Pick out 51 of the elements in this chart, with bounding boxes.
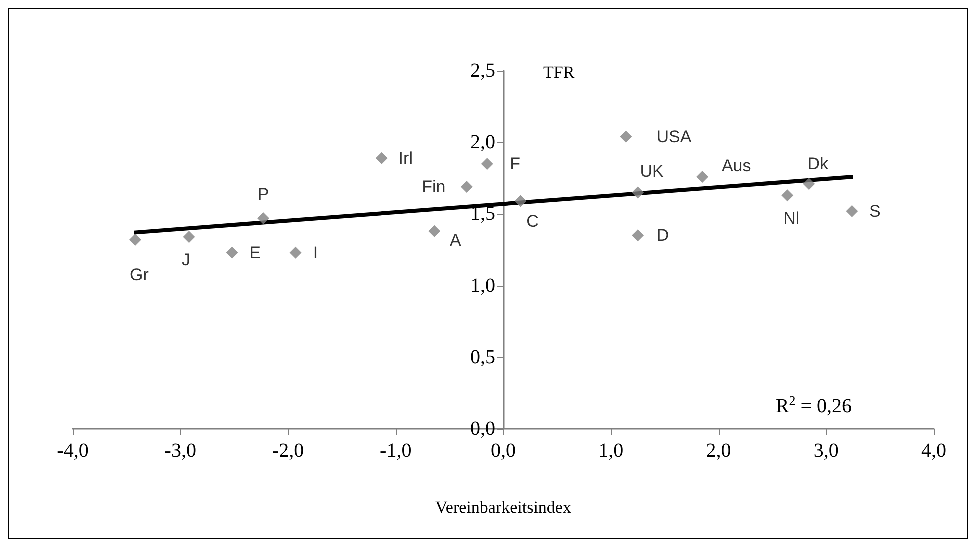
- point: [514, 195, 527, 208]
- y-tick-label: 0,0: [470, 418, 496, 440]
- annotation: UK: [640, 162, 664, 182]
- annotation: Nl: [784, 209, 800, 228]
- annotation: E: [250, 243, 261, 262]
- point: [428, 225, 441, 238]
- x-tick-label: 4,0: [922, 440, 946, 462]
- annotation: P: [258, 184, 270, 204]
- point: [782, 190, 794, 202]
- x-tick-label: 3,0: [814, 440, 839, 462]
- point: [620, 130, 632, 143]
- point: [183, 231, 196, 244]
- annotation: Aus: [722, 156, 752, 176]
- y-tick-label: 2,5: [470, 60, 496, 82]
- annotation: J: [182, 250, 190, 270]
- point: [376, 152, 388, 164]
- point: [696, 170, 709, 183]
- x-tick-label: 1,0: [598, 440, 624, 462]
- point: [257, 212, 270, 224]
- annotation: D: [656, 226, 670, 246]
- annotation: I: [313, 243, 318, 262]
- annotation: S: [870, 202, 881, 221]
- annotation: Fin: [422, 177, 446, 196]
- x-tick-label: -4,0: [57, 440, 89, 462]
- x-tick-label: -3,0: [164, 440, 196, 462]
- y-axis-title: TFR: [544, 63, 576, 82]
- y-tick-label: 0,5: [470, 346, 496, 368]
- annotation: Irl: [398, 148, 413, 168]
- point: [846, 205, 858, 218]
- annotation: F: [510, 154, 521, 174]
- point: [226, 246, 238, 259]
- point: [803, 178, 816, 190]
- x-tick-label: 0,0: [491, 440, 516, 462]
- point: [632, 230, 644, 242]
- x-tick-label: 2,0: [706, 440, 732, 462]
- y-tick-label: 1,0: [470, 274, 496, 297]
- y-tick-label: 2,0: [470, 132, 496, 154]
- x-tick-label: -1,0: [380, 440, 412, 462]
- annotation: A: [450, 230, 462, 250]
- annotation: C: [526, 212, 539, 231]
- point: [129, 234, 142, 246]
- point: [632, 186, 644, 199]
- annotation: Gr: [130, 265, 150, 284]
- x-axis-title: Vereinbarkeitsindex: [436, 498, 572, 517]
- y-tick-label: 1,5: [470, 203, 496, 226]
- x-tick-label: -2,0: [272, 440, 304, 462]
- annotation: Dk: [808, 154, 830, 174]
- point: [481, 158, 494, 170]
- point: [290, 246, 302, 259]
- annotation: USA: [656, 127, 692, 146]
- point: [460, 180, 473, 193]
